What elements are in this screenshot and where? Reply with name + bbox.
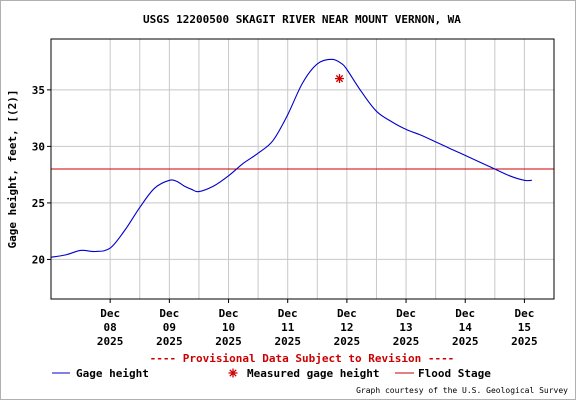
x-tick-label: 15 — [518, 321, 531, 334]
x-tick-label: 2025 — [334, 335, 361, 348]
legend-item-flood-stage: Flood Stage — [395, 367, 491, 380]
x-tick-label: Dec — [514, 307, 534, 320]
x-tick-label: 2025 — [452, 335, 479, 348]
x-tick-label: 2025 — [156, 335, 183, 348]
x-tick-label: 2025 — [393, 335, 420, 348]
x-tick-label: Dec — [100, 307, 120, 320]
x-tick-label: 10 — [222, 321, 235, 334]
legend-item-measured: Measured gage height — [228, 367, 379, 380]
plot-frame — [50, 38, 555, 300]
star-stroke — [335, 74, 344, 83]
y-tick-label: 20 — [32, 253, 45, 266]
x-tick-label: 2025 — [511, 335, 538, 348]
credit-text: Graph courtesy of the U.S. Geological Su… — [356, 386, 568, 395]
x-tick-label: 09 — [163, 321, 176, 334]
chart-title: USGS 12200500 SKAGIT RIVER NEAR MOUNT VE… — [143, 13, 461, 26]
x-tick-label: Dec — [278, 307, 298, 320]
legend-label-gage-height: Gage height — [76, 367, 149, 380]
x-tick-label: Dec — [396, 307, 416, 320]
y-tick-label: 35 — [32, 84, 45, 97]
legend-item-gage-height: Gage height — [52, 367, 149, 380]
x-tick-label: 11 — [281, 321, 295, 334]
x-tick-label: 08 — [104, 321, 117, 334]
legend-label-measured: Measured gage height — [247, 367, 379, 380]
y-axis-label: Gage height, feet, [(2)] — [6, 90, 19, 249]
marker-layer — [334, 74, 344, 84]
x-tick-label: Dec — [337, 307, 357, 320]
legend: Gage height Measured gage height Flood Sta… — [52, 367, 491, 380]
y-tick-label: 30 — [32, 140, 45, 153]
measured-gage-height-marker — [334, 74, 344, 84]
x-tick-label: Dec — [159, 307, 179, 320]
x-axis-ticks: Dec082025Dec092025Dec102025Dec112025Dec1… — [97, 299, 538, 348]
x-tick-label: 12 — [340, 321, 353, 334]
provisional-notice: ---- Provisional Data Subject to Revisio… — [150, 352, 455, 365]
star-stroke — [229, 369, 237, 377]
y-axis-ticks: 20 25 30 35 — [32, 84, 51, 266]
x-tick-label: 2025 — [215, 335, 242, 348]
legend-swatch-measured — [228, 368, 238, 378]
y-tick-label: 25 — [32, 197, 45, 210]
x-tick-label: 13 — [399, 321, 412, 334]
x-tick-label: Dec — [219, 307, 239, 320]
legend-label-flood-stage: Flood Stage — [418, 367, 491, 380]
x-tick-label: 14 — [459, 321, 473, 334]
series-layer — [50, 58, 532, 258]
series-line-gage-height — [50, 58, 532, 258]
x-tick-label: Dec — [455, 307, 475, 320]
x-tick-label: 2025 — [274, 335, 301, 348]
x-tick-label: 2025 — [97, 335, 124, 348]
